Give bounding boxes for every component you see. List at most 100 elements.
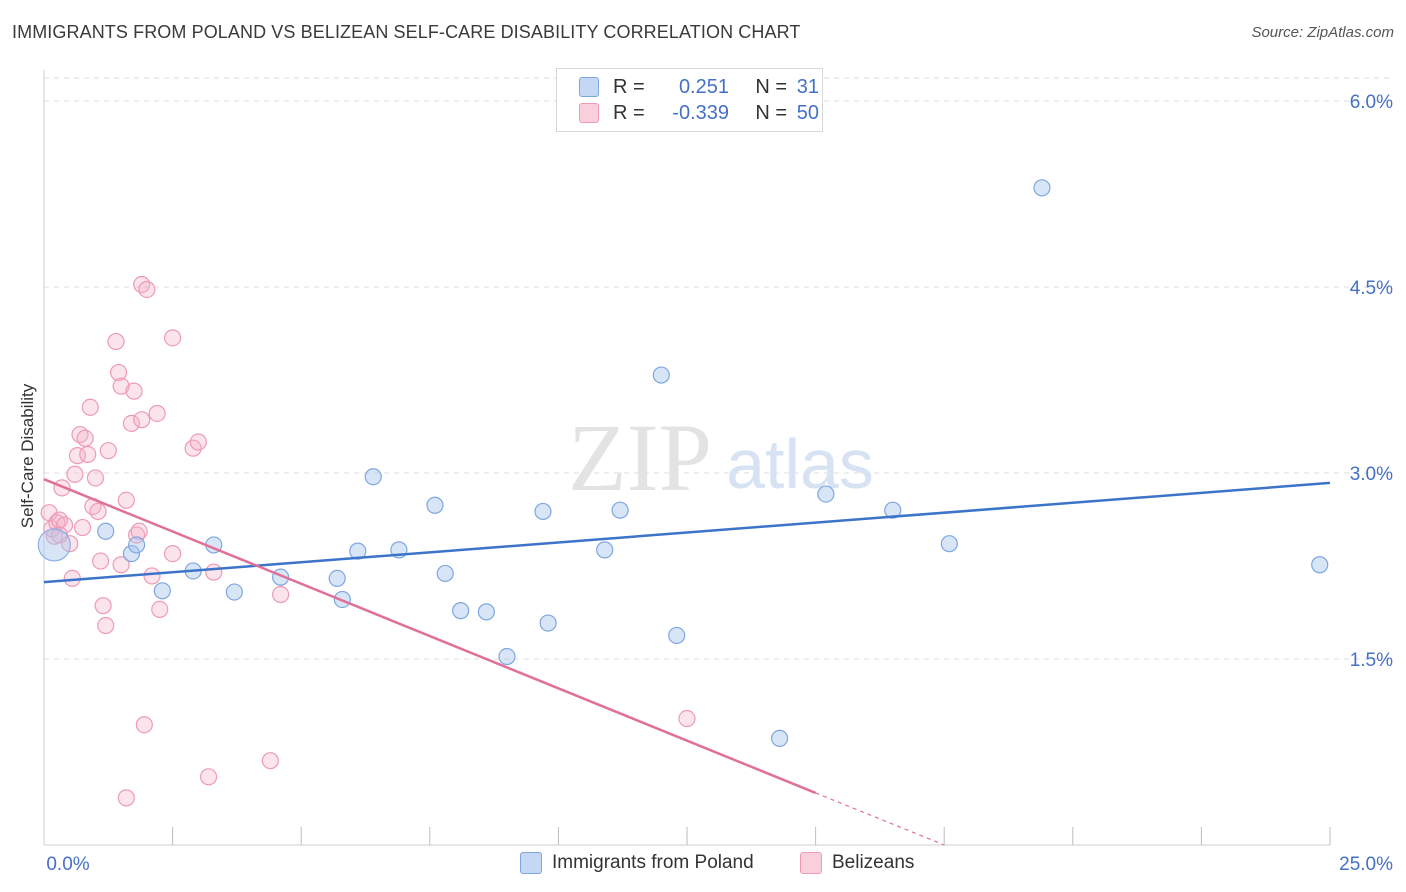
legend-row-poland: R = 0.251 N = 31 — [579, 74, 819, 100]
belizeans-point — [122, 414, 141, 432]
poland-point — [668, 626, 686, 645]
y-tick-label: 3.0% — [1350, 464, 1393, 485]
belizeans-point — [73, 518, 92, 537]
poland-point — [436, 564, 454, 583]
legend-label-poland: Immigrants from Poland — [552, 852, 754, 873]
belizeans-point — [91, 552, 110, 570]
poland-point — [884, 501, 902, 519]
belizeans-point — [117, 789, 135, 807]
belizeans-trend-extension — [815, 792, 945, 846]
belizeans-point — [138, 280, 156, 299]
legend-r-value-poland: 0.251 — [678, 75, 729, 98]
poland-point-cluster — [37, 528, 71, 562]
poland-point — [426, 496, 444, 514]
poland-point — [127, 536, 146, 554]
belizeans-point — [81, 398, 99, 416]
belizeans-point — [94, 597, 112, 615]
belizeans-point — [272, 585, 290, 604]
poland-point — [539, 614, 557, 632]
source-label: Source: ZipAtlas.com — [1251, 24, 1394, 41]
legend-row-belizeans: R = -0.339 N = 50 — [579, 100, 819, 126]
poland-point — [1033, 179, 1051, 197]
legend-r-value-belizeans: -0.339 — [672, 101, 729, 124]
legend-swatch-poland — [579, 77, 599, 97]
watermark-atlas: atlas — [726, 425, 874, 503]
poland-point — [611, 501, 629, 519]
belizeans-point — [130, 522, 148, 540]
poland-point — [122, 544, 141, 563]
poland-point — [770, 729, 789, 747]
y-tick-label: 4.5% — [1350, 278, 1393, 299]
belizeans-point — [133, 411, 151, 429]
belizeans-point — [148, 404, 166, 423]
belizeans-point — [89, 502, 107, 521]
belizeans-point — [133, 275, 151, 294]
belizeans-point — [135, 716, 153, 734]
belizeans-point — [205, 563, 223, 581]
poland-point — [452, 602, 470, 620]
y-tick-label: 6.0% — [1350, 92, 1393, 113]
correlation-legend: R = 0.251 N = 31 R = -0.339 N = 50 — [556, 68, 823, 132]
belizeans-point — [143, 567, 161, 585]
poland-point — [534, 502, 552, 521]
poland-point — [477, 603, 495, 621]
belizeans-points — [40, 275, 696, 807]
poland-point — [364, 468, 382, 486]
legend-r-label: R = — [613, 75, 645, 98]
belizeans-point — [79, 445, 97, 463]
y-tick-label: 1.5% — [1350, 650, 1393, 671]
poland-point — [498, 647, 516, 666]
belizeans-point — [200, 768, 218, 786]
poland-point — [652, 366, 670, 384]
poland-point — [153, 582, 171, 600]
y-axis-label: Self-Care Disability — [18, 383, 37, 529]
belizeans-point — [189, 433, 207, 451]
belizeans-point — [117, 491, 135, 509]
poland-point — [817, 485, 835, 503]
belizeans-point — [107, 332, 125, 351]
belizeans-point — [109, 363, 128, 382]
legend-n-label: N = — [755, 101, 787, 124]
legend-label-belizeans: Belizeans — [832, 852, 915, 873]
legend-swatch-poland — [520, 852, 542, 874]
x-tick-label: 0.0% — [46, 854, 89, 875]
x-tick-label: 25.0% — [1339, 854, 1393, 875]
legend-swatch-belizeans — [579, 103, 599, 123]
belizeans-point — [97, 616, 115, 635]
series-legend: Immigrants from Poland Belizeans — [0, 852, 1406, 878]
poland-point — [1311, 556, 1329, 574]
legend-r-label: R = — [613, 101, 645, 124]
poland-point — [328, 569, 346, 588]
trend-lines — [43, 478, 1331, 846]
tick-labels: 1.5% 3.0% 4.5% 6.0% 0.0% 25.0% — [46, 92, 1393, 875]
belizeans-point — [66, 465, 84, 483]
legend-n-value-poland: 31 — [796, 75, 819, 98]
legend-n-label: N = — [755, 75, 787, 98]
poland-points — [37, 179, 1329, 747]
poland-point — [940, 535, 958, 553]
poland-point — [97, 522, 115, 540]
gridlines — [44, 77, 1394, 660]
belizeans-point — [151, 600, 169, 619]
watermark: ZIP atlas — [568, 404, 874, 511]
belizeans-point — [50, 511, 69, 529]
legend-n-value-belizeans: 50 — [796, 101, 819, 124]
belizeans-point — [99, 442, 117, 460]
poland-point — [596, 541, 614, 559]
legend-item-belizeans: Belizeans — [800, 852, 914, 874]
poland-point — [225, 583, 243, 601]
belizeans-point — [164, 544, 182, 563]
belizeans-point — [164, 329, 182, 347]
legend-swatch-belizeans — [800, 852, 822, 874]
chart-title: IMMIGRANTS FROM POLAND VS BELIZEAN SELF-… — [12, 22, 801, 42]
belizeans-point — [86, 469, 105, 487]
belizeans-point — [112, 556, 130, 574]
belizeans-point — [678, 709, 696, 728]
belizeans-point — [112, 377, 130, 395]
axes — [43, 70, 1331, 846]
belizeans-trend-line — [43, 478, 817, 795]
belizeans-point — [125, 382, 143, 400]
belizeans-point — [76, 429, 94, 447]
watermark-zip: ZIP — [568, 404, 712, 511]
